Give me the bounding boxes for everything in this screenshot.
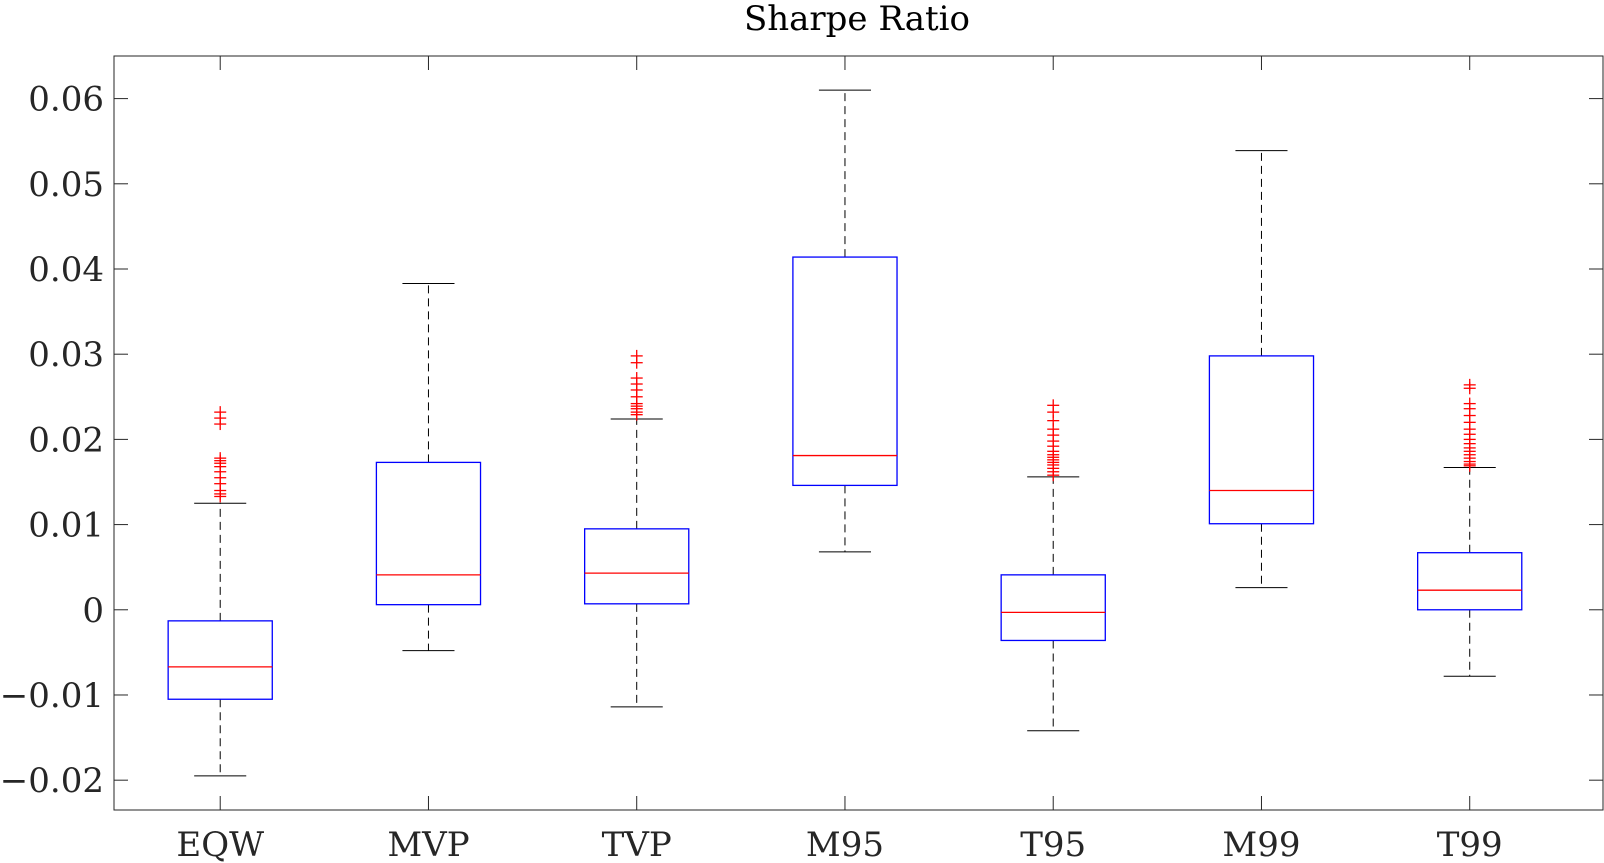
- y-tick-label: 0.04: [28, 250, 104, 290]
- outlier-point: [214, 418, 227, 431]
- x-tick-label: T95: [1020, 825, 1086, 863]
- iqr-box: [375, 461, 482, 606]
- box-tvp: [583, 349, 690, 708]
- iqr-box: [583, 528, 690, 605]
- outlier-point: [1047, 469, 1060, 482]
- box-t95: [1000, 399, 1106, 732]
- outlier-point: [214, 490, 227, 503]
- y-tick-label: −0.02: [0, 761, 104, 801]
- box-m95: [792, 89, 898, 553]
- x-tick-label: T99: [1437, 825, 1503, 863]
- x-tick-label: M95: [806, 825, 884, 863]
- outlier-point: [1463, 382, 1476, 395]
- iqr-box: [1208, 355, 1315, 525]
- y-tick-label: 0: [82, 591, 104, 631]
- chart-title: Sharpe Ratio: [744, 0, 970, 39]
- y-tick-label: 0.06: [28, 80, 104, 120]
- box-eqw: [167, 406, 273, 777]
- iqr-box: [1417, 552, 1523, 611]
- y-tick-label: 0.02: [28, 420, 104, 460]
- iqr-box: [167, 620, 273, 700]
- iqr-box: [792, 256, 898, 487]
- box-series: [167, 89, 1523, 777]
- y-axis: −0.02 −0.01 0 0.01 0.02 0.03 0.04 0.05 0.06: [0, 80, 1603, 801]
- box-mvp: [375, 282, 482, 652]
- y-tick-label: −0.01: [0, 676, 104, 716]
- outlier-point: [630, 408, 643, 421]
- outlier-point: [1463, 459, 1476, 472]
- iqr-box: [1000, 574, 1106, 642]
- x-tick-label: MVP: [387, 825, 469, 863]
- x-tick-label: TVP: [602, 825, 672, 863]
- plot-area: [113, 55, 1604, 811]
- x-axis: EQW MVP TVP M95 T95 M99 T99: [176, 56, 1503, 863]
- x-tick-label: EQW: [176, 825, 264, 863]
- y-tick-label: 0.01: [28, 506, 104, 546]
- y-tick-label: 0.03: [28, 335, 104, 375]
- outlier-point: [630, 356, 643, 369]
- box-t99: [1417, 378, 1523, 677]
- x-tick-label: M99: [1222, 825, 1300, 863]
- y-tick-label: 0.05: [28, 165, 104, 205]
- box-m99: [1208, 150, 1315, 589]
